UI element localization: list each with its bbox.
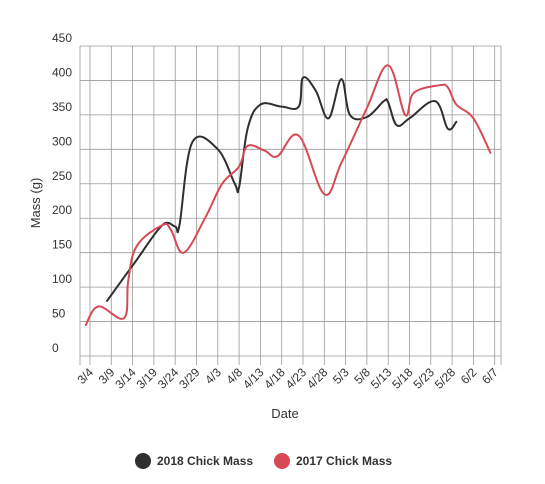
y-tick-label-250: 250 bbox=[52, 169, 72, 183]
y-tick-label-400: 400 bbox=[52, 65, 72, 79]
y-tick-label-200: 200 bbox=[52, 203, 72, 217]
grid bbox=[79, 45, 502, 365]
x-tick-label-8: 4/13 bbox=[240, 365, 267, 392]
x-tick-label-6: 4/3 bbox=[202, 365, 224, 387]
x-tick-label-4: 3/24 bbox=[155, 365, 182, 392]
y-axis-ticks: 0 50 100 150 200 250 300 350 400 450 bbox=[52, 31, 72, 355]
x-tick-label-16: 5/23 bbox=[411, 365, 438, 392]
series-line-2017 bbox=[84, 64, 492, 326]
x-tick-label-14: 5/13 bbox=[368, 365, 395, 392]
series-lines bbox=[84, 64, 492, 326]
x-tick-label-11: 4/28 bbox=[304, 365, 331, 392]
y-tick-label-450: 450 bbox=[52, 31, 72, 45]
x-tick-label-18: 6/2 bbox=[458, 365, 480, 387]
legend-swatch-2018 bbox=[135, 453, 151, 469]
x-tick-label-17: 5/28 bbox=[432, 365, 459, 392]
y-tick-label-0: 0 bbox=[52, 341, 59, 355]
y-tick-label-150: 150 bbox=[52, 238, 72, 252]
x-axis-title: Date bbox=[271, 406, 298, 421]
x-tick-label-2: 3/14 bbox=[112, 365, 139, 392]
y-tick-label-50: 50 bbox=[52, 307, 66, 321]
legend-swatch-2017 bbox=[274, 453, 290, 469]
y-axis-title: Mass (g) bbox=[28, 178, 43, 229]
legend-label-2018: 2018 Chick Mass bbox=[157, 454, 253, 468]
legend-item-2018[interactable]: 2018 Chick Mass bbox=[135, 453, 253, 469]
x-axis-ticks: 3/4 3/93/143/193/243/29 4/3 4/84/134/184/23… bbox=[74, 365, 501, 392]
y-tick-label-100: 100 bbox=[52, 272, 72, 286]
x-tick-label-10: 4/23 bbox=[283, 365, 310, 392]
x-tick-label-3: 3/19 bbox=[134, 365, 161, 392]
x-tick-label-19: 6/7 bbox=[479, 365, 501, 387]
legend-item-2017[interactable]: 2017 Chick Mass bbox=[274, 453, 392, 469]
legend-label-2017: 2017 Chick Mass bbox=[296, 454, 392, 468]
x-tick-label-5: 3/29 bbox=[176, 365, 203, 392]
y-tick-label-300: 300 bbox=[52, 134, 72, 148]
y-tick-label-350: 350 bbox=[52, 100, 72, 114]
x-tick-label-15: 5/18 bbox=[389, 365, 416, 392]
x-tick-label-12: 5/3 bbox=[330, 365, 352, 387]
x-tick-label-0: 3/4 bbox=[74, 365, 96, 387]
x-tick-label-9: 4/18 bbox=[261, 365, 288, 392]
series-line-2018 bbox=[106, 76, 458, 302]
legend: 2018 Chick Mass 2017 Chick Mass bbox=[135, 453, 392, 469]
